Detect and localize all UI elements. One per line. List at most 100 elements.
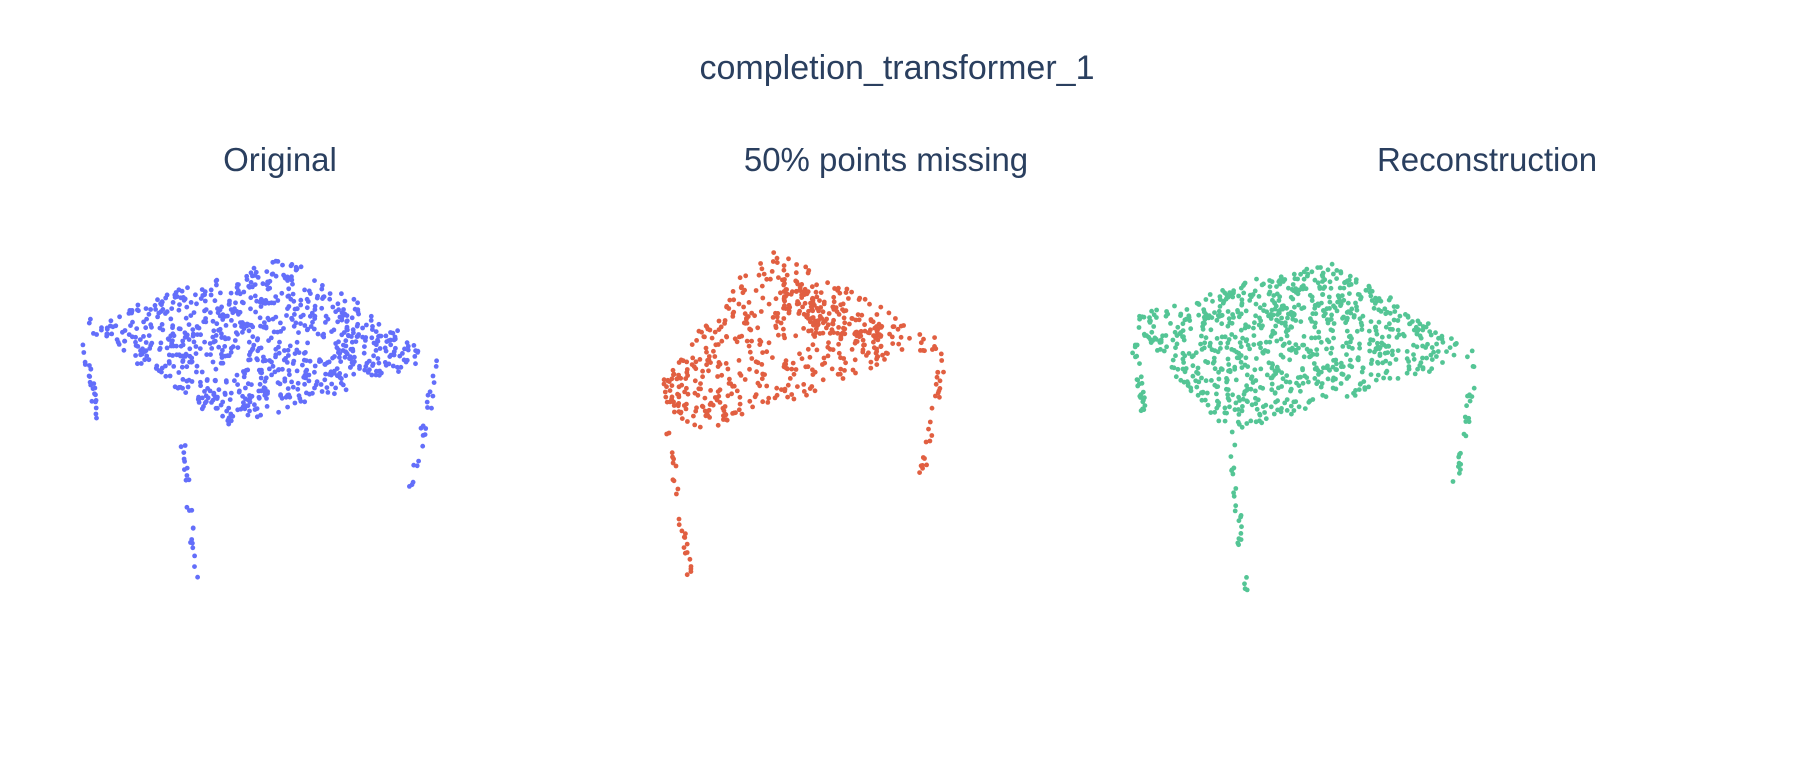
data-point xyxy=(1387,361,1393,366)
data-point xyxy=(774,385,780,391)
data-point xyxy=(233,330,239,335)
data-point xyxy=(1434,341,1439,347)
data-point xyxy=(1284,397,1290,402)
data-point xyxy=(1172,329,1178,335)
data-point xyxy=(1376,319,1382,325)
data-point xyxy=(388,337,393,343)
data-point xyxy=(184,473,190,478)
data-point xyxy=(1136,381,1142,387)
point-cloud-missing[interactable] xyxy=(606,140,1166,740)
data-point xyxy=(1301,354,1307,360)
data-point xyxy=(301,357,307,363)
data-point xyxy=(1370,337,1376,343)
data-point xyxy=(704,349,709,355)
data-point xyxy=(835,330,840,336)
data-point xyxy=(199,369,205,375)
data-point xyxy=(265,391,270,396)
data-point xyxy=(93,405,99,411)
data-point xyxy=(1267,284,1273,289)
data-point xyxy=(198,296,204,301)
data-point xyxy=(270,363,276,369)
data-point xyxy=(692,422,698,428)
data-point xyxy=(1471,364,1477,370)
point-cloud-original[interactable] xyxy=(8,140,568,740)
data-point xyxy=(341,342,346,348)
data-point xyxy=(1416,327,1421,332)
data-point xyxy=(1275,407,1280,413)
data-point xyxy=(696,328,702,334)
data-point xyxy=(1331,321,1337,326)
data-point xyxy=(671,372,676,378)
data-point xyxy=(396,369,401,374)
data-point xyxy=(258,296,264,302)
data-point xyxy=(782,281,787,286)
data-point xyxy=(669,450,675,456)
data-point xyxy=(1306,399,1312,405)
data-point xyxy=(1363,287,1369,293)
data-point xyxy=(115,339,121,345)
data-point xyxy=(1268,334,1274,339)
data-point xyxy=(1327,299,1333,305)
data-point xyxy=(1380,360,1386,366)
data-point xyxy=(1208,410,1214,415)
data-point xyxy=(329,381,335,387)
data-point xyxy=(1295,276,1300,282)
data-point xyxy=(87,374,93,379)
data-point xyxy=(856,297,862,302)
data-point xyxy=(1245,342,1251,348)
data-point xyxy=(753,288,759,293)
data-point xyxy=(348,346,354,352)
data-point xyxy=(324,385,330,390)
data-point xyxy=(682,550,688,556)
data-point xyxy=(1247,346,1252,352)
subplot-title-reconstruction: Reconstruction xyxy=(1376,141,1598,178)
point-cloud-reconstruction[interactable] xyxy=(1130,140,1767,740)
data-point xyxy=(282,348,287,353)
data-point xyxy=(679,416,685,421)
data-point xyxy=(337,355,342,360)
data-point xyxy=(886,310,892,316)
data-point xyxy=(681,545,687,550)
data-point xyxy=(1440,339,1446,345)
data-point xyxy=(1322,284,1328,290)
data-point xyxy=(1146,334,1152,340)
data-point xyxy=(1147,318,1152,324)
data-point xyxy=(691,413,696,419)
data-point xyxy=(1284,333,1290,339)
data-point xyxy=(1268,404,1274,410)
data-point xyxy=(1321,313,1327,319)
data-point xyxy=(1265,349,1271,354)
data-point xyxy=(1224,410,1229,416)
data-point xyxy=(191,339,197,345)
data-point xyxy=(1320,292,1325,297)
data-point xyxy=(1301,305,1307,310)
data-point xyxy=(796,311,802,316)
data-point xyxy=(724,334,729,339)
data-point xyxy=(765,400,771,405)
data-point xyxy=(1420,327,1426,333)
data-point xyxy=(1383,370,1389,376)
data-point xyxy=(936,388,942,394)
data-point xyxy=(384,339,390,344)
data-point xyxy=(302,323,308,328)
data-point xyxy=(327,291,333,296)
data-point xyxy=(155,297,160,303)
data-point xyxy=(1383,324,1389,330)
data-point xyxy=(685,419,690,424)
data-point xyxy=(821,301,827,307)
data-point xyxy=(144,353,150,359)
data-point xyxy=(412,354,418,359)
data-point xyxy=(776,275,781,280)
data-point xyxy=(1178,311,1184,317)
data-point xyxy=(159,369,164,375)
data-point xyxy=(254,406,260,411)
data-point xyxy=(1296,404,1302,410)
data-point xyxy=(1351,313,1357,318)
data-point xyxy=(790,360,796,366)
data-point xyxy=(841,356,847,361)
data-point xyxy=(1312,366,1318,372)
data-point xyxy=(1367,348,1373,354)
data-point xyxy=(820,309,826,315)
data-point xyxy=(935,370,941,375)
data-point xyxy=(676,522,682,528)
